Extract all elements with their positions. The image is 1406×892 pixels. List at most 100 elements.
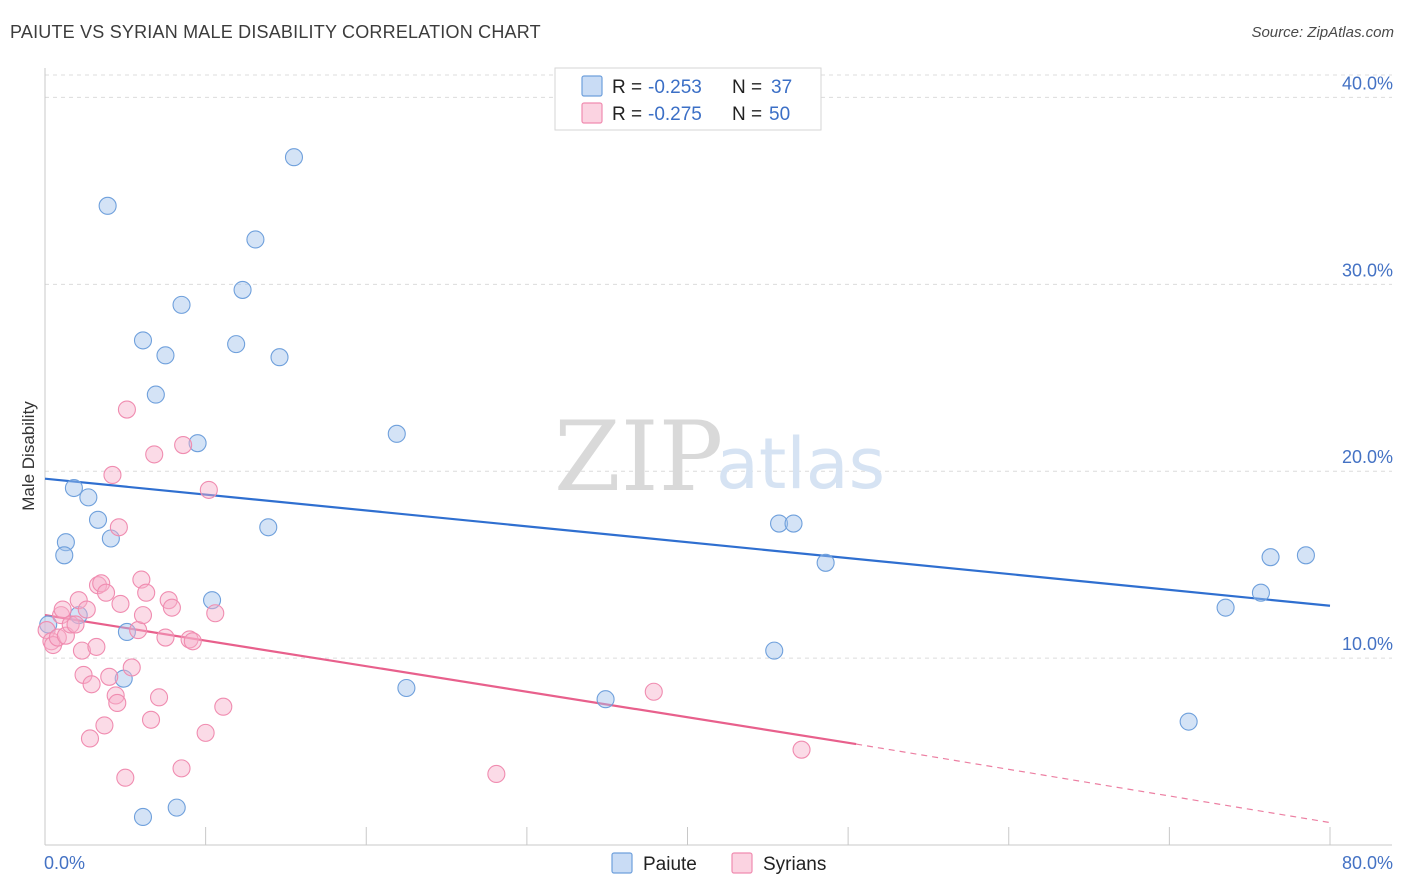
x-tick-label: 80.0%	[1342, 853, 1393, 873]
point-paiute	[1296, 546, 1315, 565]
legend-row-paiute: R = -0.253 N = 37	[581, 75, 792, 98]
point-paiute	[167, 798, 186, 817]
point-syrians	[214, 697, 233, 716]
watermark: ZIP atlas	[554, 401, 885, 513]
point-syrians	[206, 604, 225, 623]
point-syrians	[87, 637, 106, 656]
point-paiute	[227, 335, 246, 354]
y-tick-label: 40.0%	[1342, 73, 1393, 93]
point-syrians	[82, 675, 101, 694]
watermark-atlas: atlas	[716, 423, 885, 505]
legend-r-value: -0.275	[648, 104, 702, 125]
point-syrians	[61, 615, 80, 634]
point-syrians	[117, 400, 136, 419]
point-paiute	[117, 622, 136, 641]
point-syrians	[96, 583, 116, 602]
point-syrians	[66, 615, 85, 634]
point-paiute	[172, 295, 191, 314]
point-paiute	[98, 196, 117, 215]
legend-r-label: R =	[612, 77, 642, 98]
trend-layer	[44, 477, 1331, 824]
point-syrians	[108, 693, 127, 713]
point-syrians	[180, 630, 199, 649]
point-paiute	[188, 434, 207, 453]
point-paiute	[1251, 583, 1270, 602]
point-syrians	[162, 598, 181, 617]
point-paiute	[1179, 712, 1198, 731]
point-syrians	[644, 682, 663, 701]
point-paiute	[64, 478, 83, 498]
point-syrians	[137, 583, 156, 602]
legend-n-value: 37	[771, 77, 792, 98]
point-syrians	[77, 600, 96, 619]
point-syrians	[183, 632, 202, 651]
point-paiute	[156, 346, 175, 365]
point-syrians	[103, 465, 122, 485]
legend-bottom-swatch-paiute	[611, 852, 633, 874]
point-paiute	[770, 514, 789, 533]
point-syrians	[72, 641, 91, 660]
point-paiute	[765, 641, 784, 660]
point-syrians	[133, 606, 153, 625]
point-syrians	[141, 710, 161, 729]
point-paiute	[79, 488, 98, 507]
point-paiute	[397, 678, 416, 698]
point-paiute	[246, 230, 265, 249]
point-syrians	[199, 480, 218, 499]
point-paiute	[596, 690, 615, 709]
y-axis-label: Male Disability	[19, 401, 38, 511]
axes-layer: 10.0% 20.0% 30.0% 40.0% 0.0% 80.0%	[44, 68, 1393, 873]
point-syrians	[53, 600, 72, 619]
point-syrians	[116, 768, 135, 787]
legend-r-value: -0.253	[648, 77, 702, 98]
point-syrians	[95, 716, 114, 735]
watermark-zip: ZIP	[554, 401, 723, 513]
chart-source: Source: ZipAtlas.com	[1251, 24, 1394, 41]
point-paiute	[55, 546, 74, 565]
point-syrians	[92, 574, 111, 593]
x-tick-label: 0.0%	[44, 853, 85, 873]
point-paiute	[387, 424, 406, 443]
legend-row-syrians: R = -0.275 N = 50	[581, 102, 790, 125]
point-paiute	[284, 148, 304, 167]
point-syrians	[129, 621, 148, 640]
point-paiute	[259, 518, 278, 537]
point-syrians	[111, 594, 130, 613]
point-syrians	[172, 759, 191, 778]
point-syrians	[149, 688, 169, 707]
legend-bottom-label-paiute: Paiute	[643, 854, 697, 875]
trend-line-paiute	[44, 477, 1331, 607]
legend-n-value: 50	[769, 104, 790, 125]
y-tick-label: 10.0%	[1342, 634, 1393, 654]
point-paiute	[1261, 548, 1280, 567]
point-paiute	[88, 510, 108, 529]
point-paiute	[270, 348, 289, 367]
point-paiute	[56, 533, 75, 552]
point-syrians	[37, 621, 56, 640]
point-paiute	[233, 280, 252, 299]
point-paiute	[816, 553, 835, 572]
point-paiute	[784, 514, 803, 533]
point-syrians	[106, 686, 125, 705]
legend-r-label: R =	[612, 104, 642, 125]
point-syrians	[100, 667, 119, 686]
point-paiute	[1216, 598, 1235, 617]
point-syrians	[109, 518, 128, 537]
point-syrians	[792, 740, 811, 759]
legend-bottom-swatch-syrians	[731, 852, 753, 874]
point-syrians	[122, 658, 141, 677]
grid-layer	[45, 74, 1392, 659]
legend-swatch-syrians	[581, 102, 603, 124]
legend-bottom: Paiute Syrians	[611, 852, 826, 875]
trend-line-extension-syrians	[856, 743, 1331, 824]
point-syrians	[487, 764, 506, 784]
trend-line-syrians	[44, 614, 857, 746]
point-paiute	[133, 331, 153, 350]
legend-bottom-label-syrians: Syrians	[763, 854, 826, 875]
point-paiute	[133, 807, 153, 827]
points-layer	[37, 148, 1315, 827]
point-syrians	[156, 628, 175, 647]
chart-title: PAIUTE VS SYRIAN MALE DISABILITY CORRELA…	[10, 22, 541, 42]
legend-swatch-paiute	[581, 75, 603, 97]
